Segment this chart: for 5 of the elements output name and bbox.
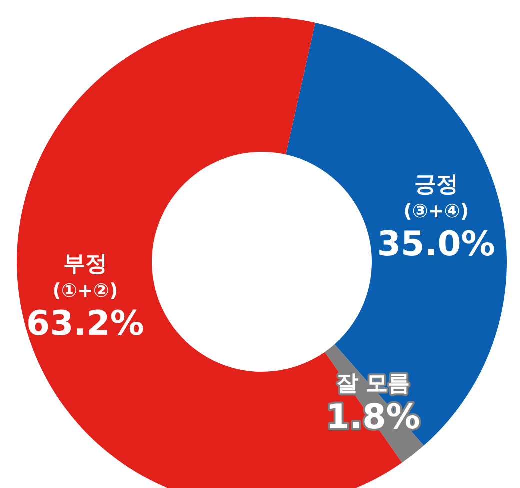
data-label: 1.8% [326,398,420,438]
data-label: 63.2% [26,304,144,344]
slice-label: 부정 (①+②) [52,252,118,302]
slice-label: 긍정 (③+④) [404,172,470,222]
data-label: 35.0% [377,224,496,264]
